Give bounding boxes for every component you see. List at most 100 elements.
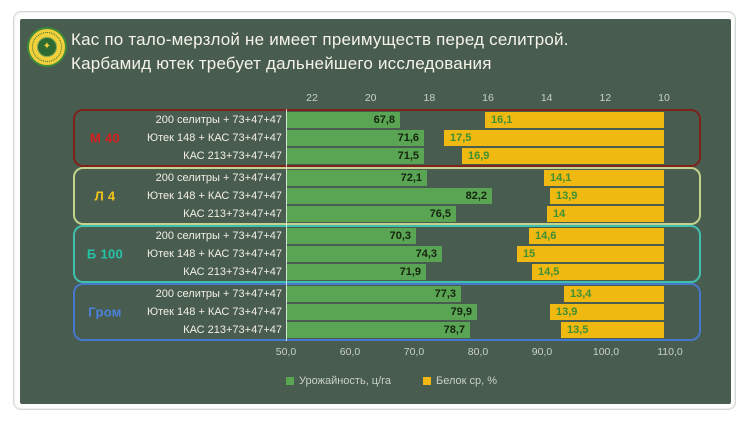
variety-group-box: М 40 200 селитры + 73+47+47 67,8 16,1 Ютек 1… bbox=[73, 109, 701, 167]
protein-value: 13,4 bbox=[570, 288, 592, 300]
top-axis-tick: 10 bbox=[658, 92, 670, 104]
yield-value: 67,8 bbox=[373, 114, 395, 126]
logo-ring bbox=[32, 32, 62, 62]
protein-bar: 13,5 bbox=[561, 322, 664, 338]
variety-group-label: М 40 bbox=[89, 130, 121, 146]
treatment-label: Ютек 148 + КАС 73+47+47 bbox=[147, 306, 282, 318]
protein-bar: 16,9 bbox=[462, 148, 664, 164]
chart-row: КАС 213+73+47+47 78,7 13,5 bbox=[75, 322, 699, 338]
treatment-label: КАС 213+73+47+47 bbox=[183, 266, 282, 278]
chart-row: 200 селитры + 73+47+47 77,3 13,4 bbox=[75, 286, 699, 302]
treatment-label: 200 селитры + 73+47+47 bbox=[155, 288, 282, 300]
legend-swatch bbox=[423, 377, 432, 385]
protein-value: 14,6 bbox=[535, 230, 557, 242]
variety-group-label: Л 4 bbox=[94, 188, 116, 204]
yield-bar: 72,1 bbox=[286, 170, 427, 186]
yield-value: 70,3 bbox=[389, 230, 411, 242]
yield-value: 71,6 bbox=[397, 132, 419, 144]
variety-group-box: Гром 200 селитры + 73+47+47 77,3 13,4 Ютек 1… bbox=[73, 283, 701, 341]
legend-item: Урожайность, ц/га bbox=[286, 375, 391, 387]
yield-bar: 76,5 bbox=[286, 206, 456, 222]
bottom-axis-tick: 90,0 bbox=[531, 346, 553, 358]
slide-title-line1: Кас по тало-мерзлой не имеет преимуществ… bbox=[71, 30, 569, 49]
yield-value: 74,3 bbox=[415, 248, 437, 260]
yield-bar: 71,6 bbox=[286, 130, 424, 146]
treatment-label: 200 селитры + 73+47+47 bbox=[155, 230, 282, 242]
slide-title: Кас по тало-мерзлой не имеет преимуществ… bbox=[71, 28, 721, 76]
protein-value: 14,5 bbox=[538, 266, 560, 278]
yield-bar: 70,3 bbox=[286, 228, 416, 244]
chart-row: КАС 213+73+47+47 71,5 16,9 bbox=[75, 148, 699, 164]
protein-bar: 15 bbox=[517, 246, 664, 262]
yield-value: 78,7 bbox=[443, 324, 465, 336]
protein-bar: 14 bbox=[547, 206, 664, 222]
protein-bar: 14,6 bbox=[529, 228, 664, 244]
chart-row: Ютек 148 + КАС 73+47+47 74,3 15 bbox=[75, 246, 699, 262]
chart-baseline bbox=[286, 109, 287, 341]
chart-legend: Урожайность, ц/га Белок ср, % bbox=[286, 375, 497, 387]
yield-bar: 71,5 bbox=[286, 148, 424, 164]
variety-group-label: Б 100 bbox=[86, 246, 124, 262]
protein-value: 15 bbox=[523, 248, 536, 260]
yield-value: 71,5 bbox=[397, 150, 419, 162]
protein-value: 17,5 bbox=[450, 132, 472, 144]
top-axis-tick: 16 bbox=[482, 92, 494, 104]
protein-value: 13,5 bbox=[567, 324, 589, 336]
variety-group-label: Гром bbox=[88, 304, 122, 320]
logo-emblem-icon: ✦ bbox=[37, 37, 57, 57]
protein-bar: 17,5 bbox=[444, 130, 664, 146]
top-axis-tick: 20 bbox=[364, 92, 377, 104]
legend-swatch bbox=[286, 377, 294, 385]
chart-row: КАС 213+73+47+47 71,9 14,5 bbox=[75, 264, 699, 280]
bottom-axis-tick: 110,0 bbox=[657, 346, 683, 358]
bottom-axis-tick: 80,0 bbox=[467, 346, 489, 358]
yield-value: 76,5 bbox=[429, 208, 451, 220]
chart-row: Ютек 148 + КАС 73+47+47 79,9 13,9 bbox=[75, 304, 699, 320]
protein-bar: 13,9 bbox=[550, 304, 664, 320]
legend-label: Урожайность, ц/га bbox=[299, 375, 392, 387]
treatment-label: КАС 213+73+47+47 bbox=[183, 150, 282, 162]
protein-value: 16,1 bbox=[491, 114, 513, 126]
protein-value: 14,1 bbox=[550, 172, 572, 184]
chart-row: 200 селитры + 73+47+47 72,1 14,1 bbox=[75, 170, 699, 186]
top-axis-tick: 14 bbox=[540, 92, 553, 104]
presentation-slide: ✦ Кас по тало-мерзлой не имеет преимущес… bbox=[20, 19, 731, 404]
chart-row: Ютек 148 + КАС 73+47+47 82,2 13,9 bbox=[75, 188, 699, 204]
treatment-label: Ютек 148 + КАС 73+47+47 bbox=[147, 132, 282, 144]
protein-bar: 13,9 bbox=[550, 188, 664, 204]
treatment-label: Ютек 148 + КАС 73+47+47 bbox=[147, 190, 282, 202]
treatment-label: КАС 213+73+47+47 bbox=[183, 208, 282, 220]
bottom-axis-tick: 70,0 bbox=[403, 346, 425, 358]
yield-value: 82,2 bbox=[465, 190, 487, 202]
yield-value: 71,9 bbox=[399, 266, 421, 278]
legend-label: Белок ср, % bbox=[436, 375, 498, 387]
protein-value: 16,9 bbox=[468, 150, 490, 162]
slide-title-line2: Карбамид ютек требует дальнейшего исслед… bbox=[71, 54, 492, 73]
yield-value: 77,3 bbox=[434, 288, 456, 300]
treatment-label: 200 селитры + 73+47+47 bbox=[155, 114, 282, 126]
yield-value: 79,9 bbox=[450, 306, 472, 318]
bottom-axis-tick: 60,0 bbox=[339, 346, 361, 358]
yield-bar: 77,3 bbox=[286, 286, 461, 302]
chart-row: Ютек 148 + КАС 73+47+47 71,6 17,5 bbox=[75, 130, 699, 146]
top-axis-tick: 22 bbox=[306, 92, 318, 104]
protein-bar: 13,4 bbox=[564, 286, 664, 302]
slide-frame: ✦ Кас по тало-мерзлой не имеет преимущес… bbox=[13, 11, 736, 410]
bottom-axis-tick: 100,0 bbox=[592, 346, 620, 358]
yield-bar: 79,9 bbox=[286, 304, 477, 320]
treatment-label: Ютек 148 + КАС 73+47+47 bbox=[147, 248, 282, 260]
legend-item: Белок ср, % bbox=[423, 375, 497, 387]
chart-row: КАС 213+73+47+47 76,5 14 bbox=[75, 206, 699, 222]
variety-group-box: Б 100 200 селитры + 73+47+47 70,3 14,6 Ютек … bbox=[73, 225, 701, 283]
yield-bar: 71,9 bbox=[286, 264, 426, 280]
protein-bar: 14,1 bbox=[544, 170, 664, 186]
protein-value: 13,9 bbox=[556, 190, 578, 202]
top-axis-tick: 12 bbox=[599, 92, 612, 104]
bottom-axis-tick: 50,0 bbox=[275, 346, 297, 358]
org-logo: ✦ bbox=[27, 27, 67, 67]
yield-value: 72,1 bbox=[400, 172, 422, 184]
yield-bar: 82,2 bbox=[286, 188, 492, 204]
treatment-label: КАС 213+73+47+47 bbox=[183, 324, 282, 336]
protein-bar: 14,5 bbox=[532, 264, 664, 280]
